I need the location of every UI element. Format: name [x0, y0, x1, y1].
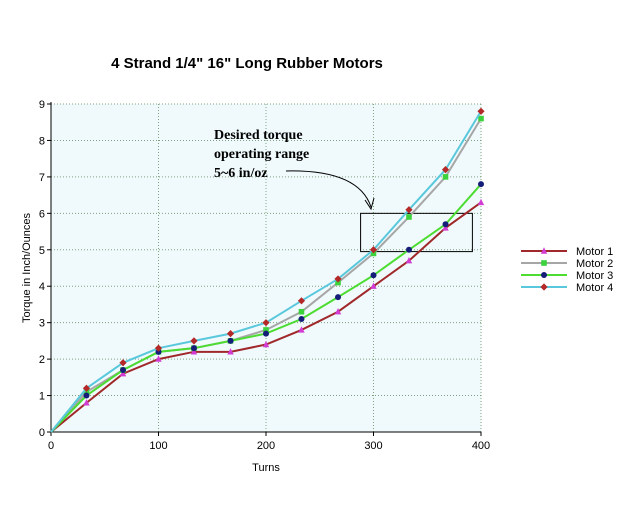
data-point: [226, 330, 235, 338]
y-tick-label: 1: [39, 391, 45, 403]
y-tick-label: 0: [39, 427, 45, 439]
y-tick-label: 5: [39, 245, 45, 257]
data-point: [119, 359, 127, 367]
annotation-arrowhead: [364, 197, 375, 211]
data-point: [263, 327, 269, 333]
legend-label: Motor 3: [576, 270, 613, 282]
data-point: [298, 326, 305, 333]
data-point: [298, 308, 305, 315]
data-point: [262, 340, 270, 348]
y-tick-label: 3: [39, 318, 45, 330]
annotation-line-1: Desired torque: [214, 128, 303, 143]
operating-range-box: [360, 212, 473, 253]
data-point: [190, 345, 197, 352]
x-axis-label: Turns: [252, 462, 280, 474]
y-tick-label: 2: [39, 354, 45, 366]
x-tick-label: 0: [48, 440, 54, 452]
data-point: [478, 181, 484, 188]
legend-marker: [540, 247, 548, 254]
data-point: [190, 337, 198, 345]
x-tick-labels: 0 100 200 300 400: [48, 432, 490, 452]
y-tick-label: 6: [39, 208, 45, 220]
data-point: [262, 319, 270, 327]
legend-item-3: Motor 3: [521, 270, 613, 282]
x-tick-label: 400: [472, 440, 490, 452]
data-point: [405, 246, 412, 253]
series-1: [50, 198, 485, 433]
data-point: [369, 246, 378, 254]
data-point: [83, 392, 90, 399]
annotation-line-3: 5~6 in/oz: [214, 166, 268, 181]
chart-title: 4 Strand 1/4" 16" Long Rubber Motors: [111, 55, 383, 72]
data-point: [334, 275, 342, 283]
legend-item-4: Motor 4: [521, 282, 613, 294]
data-point: [335, 279, 341, 286]
data-point: [190, 348, 198, 355]
data-point: [335, 294, 342, 301]
data-point: [155, 355, 162, 362]
data-point: [154, 344, 163, 352]
data-point: [478, 115, 484, 122]
annotation-arrow: [285, 170, 372, 208]
x-tick-label: 200: [257, 440, 275, 452]
legend-label: Motor 1: [576, 246, 613, 258]
data-point: [442, 221, 449, 228]
data-point: [83, 399, 90, 406]
legend-marker: [541, 272, 547, 278]
legend-marker: [540, 283, 548, 291]
y-tick-label: 9: [39, 99, 45, 111]
data-point: [298, 316, 305, 323]
y-tick-label: 7: [39, 172, 45, 184]
legend-item-2: Motor 2: [521, 258, 613, 270]
legend-item-1: Motor 1: [521, 246, 613, 258]
annotation: Desired torque operating range 5~6 in/oz: [214, 128, 473, 253]
data-point: [227, 348, 234, 355]
data-point: [370, 250, 377, 257]
y-tick-labels: 0 1 2 3 4 5 6 7 8 9: [39, 99, 51, 439]
data-point: [442, 174, 449, 180]
y-axis-label: Torque in Inch/Ounces: [21, 212, 33, 323]
data-point: [227, 337, 234, 344]
series-4: [50, 107, 485, 433]
legend-marker: [541, 260, 547, 266]
data-point: [441, 166, 450, 174]
data-point: [405, 206, 413, 214]
data-point: [477, 198, 485, 206]
data-point: [119, 369, 127, 377]
data-point: [297, 297, 306, 305]
annotation-line-2: operating range: [214, 147, 309, 162]
y-tick-label: 4: [39, 281, 45, 293]
grid-lines: [51, 103, 482, 432]
data-point: [83, 389, 90, 395]
x-tick-label: 300: [364, 440, 382, 452]
legend-label: Motor 4: [576, 282, 613, 294]
series-3: [50, 181, 484, 433]
data-point: [405, 257, 413, 264]
data-point: [120, 367, 127, 374]
data-point: [155, 348, 162, 355]
data-point: [334, 308, 342, 315]
data-point: [477, 107, 485, 115]
data-point: [442, 224, 449, 231]
data-point: [370, 282, 377, 289]
data-point: [370, 272, 377, 279]
data-point: [82, 384, 91, 392]
data-point: [406, 214, 412, 220]
series: [50, 107, 485, 433]
data-point: [263, 330, 269, 337]
y-tick-label: 8: [39, 135, 45, 147]
legend-label: Motor 2: [576, 258, 613, 270]
x-tick-label: 100: [149, 440, 167, 452]
